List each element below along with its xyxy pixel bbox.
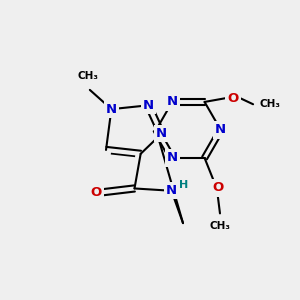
Text: N: N (166, 184, 177, 197)
Text: N: N (156, 127, 167, 140)
Text: O: O (212, 182, 223, 194)
Text: O: O (90, 186, 102, 199)
Text: N: N (167, 95, 178, 108)
Text: CH₃: CH₃ (209, 221, 230, 231)
Text: N: N (143, 99, 154, 112)
Text: N: N (106, 103, 117, 116)
Text: N: N (215, 123, 226, 136)
Text: H: H (179, 180, 188, 190)
Text: N: N (167, 152, 178, 164)
Text: O: O (227, 92, 239, 105)
Text: CH₃: CH₃ (259, 99, 280, 109)
Text: CH₃: CH₃ (77, 71, 98, 81)
